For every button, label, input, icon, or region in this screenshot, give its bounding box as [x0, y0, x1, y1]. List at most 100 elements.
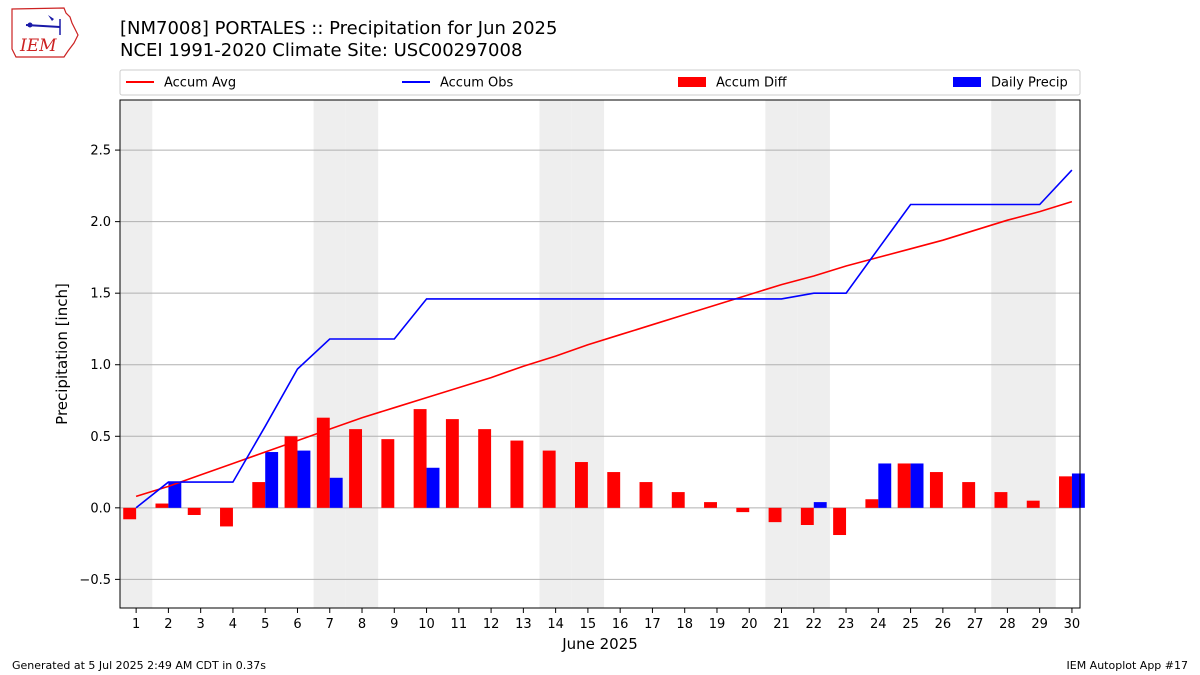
logo-text: IEM [19, 36, 57, 56]
accum-diff-bar-8 [349, 429, 363, 508]
daily-precip-bar-5 [265, 452, 279, 508]
accum-diff-bar-24 [865, 499, 879, 508]
y-tick-label: 1.0 [90, 358, 111, 373]
y-tick-label: 0.5 [90, 430, 111, 445]
accum-avg-line [135, 200, 1073, 498]
legend: Accum Avg Accum Obs Accum Diff Daily Precip [119, 69, 1081, 96]
daily-precip-bar-24 [878, 463, 892, 508]
legend-box [119, 69, 1081, 96]
x-tick-label: 25 [902, 617, 919, 632]
accum-diff-bar-16 [607, 472, 621, 508]
accum-diff-bar-14 [542, 450, 556, 508]
iem-logo: IEM [11, 7, 79, 58]
accum-diff-bar-11 [445, 419, 459, 508]
x-tick-label: 27 [967, 617, 984, 632]
x-tick-label: 16 [612, 617, 629, 632]
x-tick-label: 24 [870, 617, 887, 632]
accum-diff-bar-30 [1059, 476, 1072, 508]
bars [123, 409, 1085, 536]
x-tick-label: 28 [999, 617, 1016, 632]
accum-diff-bar-9 [381, 439, 395, 508]
weekend-shade-day-28 [991, 100, 1024, 608]
x-tick-label: 9 [390, 617, 398, 632]
accum-diff-bar-26 [929, 472, 943, 508]
accum-diff-bar-2 [155, 503, 169, 508]
accum-diff-bar-17 [639, 482, 653, 508]
daily-precip-bar-6 [297, 450, 311, 508]
x-tick-label: 1 [132, 617, 140, 632]
x-tick-label: 10 [418, 617, 435, 632]
x-tick-label: 13 [515, 617, 532, 632]
daily-precip-bar-22 [813, 502, 827, 508]
weekend-shade-day-8 [345, 100, 379, 608]
legend-label-accum-avg: Accum Avg [164, 76, 236, 91]
x-tick-label: 19 [709, 617, 726, 632]
x-tick-label: 6 [293, 617, 301, 632]
daily-precip-bar-7 [329, 477, 343, 508]
chart-title: [NM7008] PORTALES :: Precipitation for J… [120, 18, 558, 39]
accum-diff-bar-18 [671, 492, 685, 508]
chart-subtitle: NCEI 1991-2020 Climate Site: USC00297008 [120, 40, 523, 61]
x-tick-label: 12 [483, 617, 500, 632]
accum-diff-bar-12 [478, 429, 492, 508]
accum-diff-bar-28 [994, 492, 1008, 508]
accum-diff-bar-29 [1026, 500, 1040, 508]
x-tick-label: 15 [580, 617, 597, 632]
ticks: −0.50.00.51.01.52.02.51 2 3 4 5 6 7 8 9 10 11 12 13 1… [79, 144, 1080, 632]
y-axis-label: Precipitation [inch] [53, 283, 71, 425]
accum-diff-bar-25 [897, 463, 911, 508]
footer-generated: Generated at 5 Jul 2025 2:49 AM CDT in 0… [12, 659, 266, 672]
y-tick-label: 2.5 [90, 144, 111, 159]
accum-diff-bar-6 [284, 436, 298, 508]
weekend-shading [120, 100, 1056, 608]
accum-diff-bar-3 [187, 507, 201, 515]
accum-diff-bar-21 [768, 507, 782, 523]
footer-app: IEM Autoplot App #17 [1066, 659, 1189, 672]
accum-diff-bar-4 [220, 507, 233, 527]
x-tick-label: 23 [838, 617, 855, 632]
x-tick-label: 22 [806, 617, 823, 632]
plot-frame [119, 99, 1081, 609]
x-tick-label: 4 [229, 617, 237, 632]
accum-diff-bar-10 [413, 409, 427, 508]
y-tick-label: 0.0 [90, 501, 111, 516]
accum-diff-bar-20 [736, 507, 750, 513]
legend-swatch-daily-precip [953, 77, 981, 87]
x-tick-label: 20 [741, 617, 758, 632]
x-tick-label: 11 [451, 617, 468, 632]
weekend-shade-day-15 [571, 100, 605, 608]
x-tick-label: 7 [326, 617, 334, 632]
x-tick-label: 5 [261, 617, 269, 632]
accum-obs-line [135, 169, 1073, 509]
weekend-shade-day-22 [797, 100, 830, 608]
legend-label-accum-diff: Accum Diff [716, 76, 788, 91]
daily-precip-bar-10 [426, 467, 440, 508]
legend-label-accum-obs: Accum Obs [440, 76, 513, 91]
x-tick-label: 26 [935, 617, 952, 632]
accum-diff-bar-15 [574, 462, 588, 508]
x-tick-label: 8 [358, 617, 366, 632]
x-tick-label: 3 [197, 617, 205, 632]
x-tick-label: 18 [676, 617, 693, 632]
x-tick-label: 14 [547, 617, 564, 632]
accum-diff-bar-5 [252, 482, 266, 508]
y-tick-label: 1.5 [90, 287, 111, 302]
weekend-shade-day-14 [539, 100, 572, 608]
x-tick-label: 29 [1031, 617, 1048, 632]
accum-diff-bar-19 [704, 502, 717, 508]
daily-precip-bar-25 [910, 463, 924, 508]
x-tick-label: 17 [644, 617, 661, 632]
accum-diff-bar-1 [123, 507, 137, 520]
accum-diff-bar-23 [833, 507, 847, 536]
legend-swatch-accum-diff [678, 77, 706, 87]
weekend-shade-day-7 [313, 100, 346, 608]
accum-diff-bar-7 [316, 417, 330, 508]
daily-precip-bar-2 [168, 482, 182, 508]
x-tick-label: 21 [773, 617, 790, 632]
daily-precip-bar-30 [1071, 473, 1085, 508]
accum-diff-bar-22 [800, 507, 814, 526]
x-axis-label: June 2025 [561, 635, 638, 653]
weekend-shade-day-29 [1023, 100, 1056, 608]
weekend-shade-day-21 [765, 100, 798, 608]
